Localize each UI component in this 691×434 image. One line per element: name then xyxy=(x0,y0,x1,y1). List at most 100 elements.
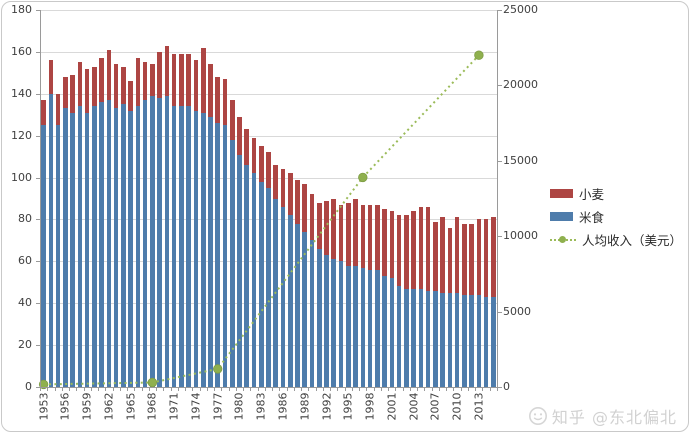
bar-group-2011 xyxy=(462,10,467,387)
wheat-bar xyxy=(92,66,97,107)
x-tick xyxy=(264,388,266,391)
wheat-bar xyxy=(266,152,271,189)
bar-group-2010 xyxy=(454,10,460,387)
gridline xyxy=(40,51,497,53)
rice-bar xyxy=(258,181,264,387)
rice-bar xyxy=(491,296,496,387)
wheat-bar xyxy=(360,204,366,268)
y-axis-left-label: 0 xyxy=(25,380,32,393)
x-axis-label: 1983 xyxy=(254,392,268,421)
y-axis-left-line xyxy=(40,10,41,387)
bar-group-1996 xyxy=(353,10,358,387)
rice-bar xyxy=(418,288,424,387)
bar-group-2012 xyxy=(469,10,474,387)
x-tick xyxy=(431,388,433,391)
y-axis-left-label: 120 xyxy=(11,128,32,142)
bar-group-1957 xyxy=(70,10,75,387)
rice-bar xyxy=(215,123,221,387)
wheat-bar xyxy=(200,47,206,113)
bar-group-2004 xyxy=(411,10,416,387)
x-tick xyxy=(380,388,382,391)
bar-group-2008 xyxy=(440,10,445,387)
x-tick xyxy=(438,388,440,391)
legend-item-2: 米食 xyxy=(550,205,682,228)
wheat-bar xyxy=(251,137,257,174)
bar-group-1980 xyxy=(237,10,242,387)
wheat-bar xyxy=(491,217,496,297)
y-tick-left xyxy=(36,387,40,388)
x-axis-label: 2007 xyxy=(428,392,442,421)
rice-bar xyxy=(324,255,329,387)
x-tick xyxy=(235,388,237,391)
x-tick xyxy=(156,388,158,391)
wheat-bar xyxy=(483,219,489,297)
y-tick-left xyxy=(36,261,40,263)
bar-group-2015 xyxy=(491,10,496,387)
x-tick xyxy=(446,388,448,391)
x-tick xyxy=(228,388,230,391)
bar-group-1987 xyxy=(287,10,293,387)
income-marker xyxy=(212,364,223,374)
rice-bar xyxy=(404,288,409,387)
rice-bar xyxy=(396,286,402,387)
income-line xyxy=(43,54,480,386)
wheat-bar xyxy=(106,49,112,101)
x-tick xyxy=(134,388,136,391)
x-tick xyxy=(83,388,85,391)
wheat-bar xyxy=(229,100,235,140)
wheat-bar xyxy=(41,100,46,126)
y-tick-left xyxy=(36,219,40,221)
y-axis-right-label: 10000 xyxy=(503,229,538,243)
bar-group-1971 xyxy=(171,10,177,387)
x-axis-label: 2010 xyxy=(450,392,464,421)
bar-group-1994 xyxy=(338,10,344,387)
legend-label: 小麦 xyxy=(579,187,605,202)
wheat-bar xyxy=(237,116,242,155)
x-tick xyxy=(402,388,404,391)
x-tick xyxy=(279,388,281,391)
bar-group-1977 xyxy=(215,10,221,387)
x-tick xyxy=(453,388,455,391)
rice-bar xyxy=(280,206,286,387)
x-axis-label: 1965 xyxy=(124,392,138,421)
rice-bar xyxy=(483,296,489,387)
x-tick xyxy=(185,388,187,391)
wheat-bar xyxy=(447,227,453,293)
rice-bar xyxy=(476,294,482,387)
y-tick-left xyxy=(36,93,40,95)
x-axis-label: 1968 xyxy=(145,392,159,421)
x-tick xyxy=(475,388,477,391)
watermark-text: 知乎 @东北偏北 xyxy=(551,408,677,427)
rice-bar xyxy=(440,292,445,387)
x-tick xyxy=(272,388,274,391)
y-tick-left xyxy=(36,51,40,53)
rice-bar xyxy=(454,292,460,387)
x-tick xyxy=(482,388,484,391)
rice-bar xyxy=(345,265,351,387)
gridline xyxy=(40,10,497,11)
x-tick xyxy=(344,388,346,391)
wheat-bar xyxy=(63,77,68,109)
wheat-bar xyxy=(128,81,133,111)
bar-group-2013 xyxy=(476,10,482,387)
bar-group-1978 xyxy=(222,10,228,387)
wheat-bar xyxy=(462,223,467,295)
wheat-bar xyxy=(142,62,148,101)
x-axis-label: 1977 xyxy=(211,392,225,421)
bar-group-1955 xyxy=(55,10,61,387)
y-axis-left-label: 80 xyxy=(18,212,32,226)
wheat-bar xyxy=(164,45,170,96)
rice-bar xyxy=(447,292,453,387)
wheat-bar xyxy=(476,219,482,295)
rice-bar xyxy=(425,290,431,387)
rice-bar xyxy=(244,165,250,387)
bar-group-1984 xyxy=(266,10,271,387)
zhihu-logo-icon xyxy=(528,407,547,425)
x-tick xyxy=(330,388,332,391)
wheat-bar xyxy=(171,54,177,107)
x-tick xyxy=(54,388,56,391)
x-tick xyxy=(177,388,179,391)
bar-group-1990 xyxy=(309,10,315,387)
x-tick xyxy=(148,388,150,391)
x-tick xyxy=(388,388,390,391)
